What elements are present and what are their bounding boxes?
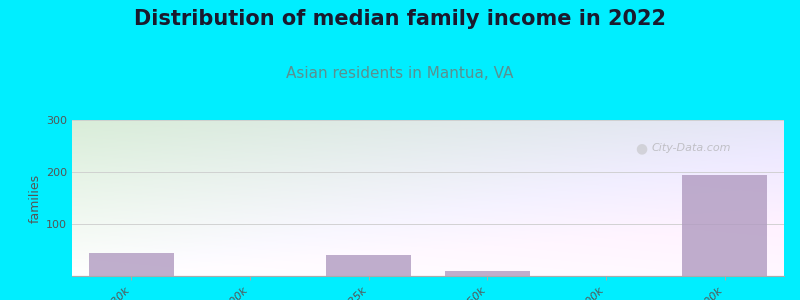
Bar	[89, 253, 174, 276]
Bar	[326, 255, 411, 276]
Text: Asian residents in Mantua, VA: Asian residents in Mantua, VA	[286, 66, 514, 81]
Bar	[445, 271, 530, 276]
Y-axis label: families: families	[29, 173, 42, 223]
Text: Distribution of median family income in 2022: Distribution of median family income in …	[134, 9, 666, 29]
Text: ●: ●	[635, 141, 648, 155]
Text: City-Data.com: City-Data.com	[652, 143, 731, 153]
Bar	[682, 175, 767, 276]
